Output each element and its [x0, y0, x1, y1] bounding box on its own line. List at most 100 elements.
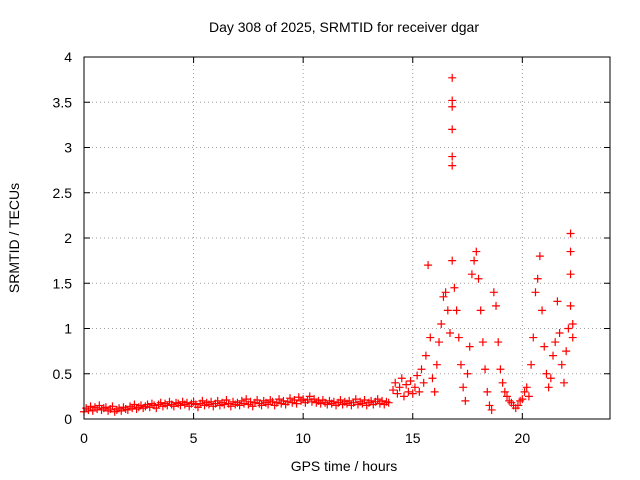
- data-point: [513, 401, 522, 410]
- data-point: [531, 288, 540, 297]
- data-point: [498, 378, 507, 387]
- y-tick-label: 3.5: [53, 94, 73, 110]
- data-point: [404, 387, 413, 396]
- data-point: [86, 402, 95, 411]
- data-point: [408, 389, 417, 398]
- data-point: [452, 306, 461, 315]
- data-point: [478, 338, 487, 347]
- data-point: [566, 247, 575, 256]
- data-point: [305, 392, 314, 401]
- data-point: [448, 256, 457, 265]
- data-point: [559, 378, 568, 387]
- data-point: [351, 395, 360, 404]
- data-point: [555, 329, 564, 338]
- data-point: [226, 402, 235, 411]
- data-point: [358, 399, 367, 408]
- y-tick-label: 0.5: [53, 366, 73, 382]
- data-point: [417, 365, 426, 374]
- data-point: [419, 378, 428, 387]
- data-point: [275, 395, 284, 404]
- data-point: [432, 360, 441, 369]
- data-point: [213, 396, 222, 405]
- data-point: [553, 297, 562, 306]
- data-point: [505, 396, 514, 405]
- data-point: [494, 338, 503, 347]
- data-point: [435, 338, 444, 347]
- data-point: [395, 383, 404, 392]
- data-point: [467, 270, 476, 279]
- y-tick-label: 4: [64, 49, 72, 65]
- scatter-points: [80, 73, 577, 416]
- data-point: [399, 392, 408, 401]
- data-point: [454, 333, 463, 342]
- data-point: [367, 396, 376, 405]
- data-point: [448, 125, 457, 134]
- data-point: [437, 319, 446, 328]
- data-point: [568, 333, 577, 342]
- data-point: [336, 395, 345, 404]
- data-point: [564, 324, 573, 333]
- x-tick-label: 5: [190, 430, 198, 446]
- data-point: [470, 256, 479, 265]
- data-point: [465, 342, 474, 351]
- data-point: [393, 389, 402, 398]
- data-point: [446, 329, 455, 338]
- data-point: [496, 365, 505, 374]
- data-point: [481, 365, 490, 374]
- data-point: [483, 387, 492, 396]
- data-point: [461, 396, 470, 405]
- data-point: [246, 397, 255, 406]
- data-point: [207, 397, 216, 406]
- data-point: [286, 394, 295, 403]
- data-point: [456, 360, 465, 369]
- data-point: [472, 247, 481, 256]
- data-point: [415, 387, 424, 396]
- data-point: [292, 399, 301, 408]
- data-point: [476, 306, 485, 315]
- data-point: [373, 395, 382, 404]
- data-point: [538, 306, 547, 315]
- data-point: [557, 360, 566, 369]
- data-point: [345, 396, 354, 405]
- data-point: [154, 400, 163, 409]
- data-point: [257, 401, 266, 410]
- x-tick-label: 20: [515, 430, 531, 446]
- data-point: [130, 400, 139, 409]
- data-point: [566, 270, 575, 279]
- data-point: [413, 371, 422, 380]
- data-point: [220, 400, 229, 409]
- data-point: [239, 399, 248, 408]
- data-point: [128, 404, 137, 413]
- data-point: [406, 376, 415, 385]
- data-point: [410, 383, 419, 392]
- data-point: [535, 252, 544, 261]
- data-point: [198, 396, 207, 405]
- data-point: [518, 395, 527, 404]
- y-tick-label: 3: [64, 140, 72, 156]
- data-point: [487, 405, 496, 414]
- data-point: [500, 387, 509, 396]
- data-point: [426, 333, 435, 342]
- data-point: [485, 401, 494, 410]
- x-tick-label: 10: [295, 430, 311, 446]
- x-tick-label: 0: [80, 430, 88, 446]
- data-point: [522, 383, 531, 392]
- x-axis-label: GPS time / hours: [291, 458, 398, 474]
- data-point: [542, 369, 551, 378]
- y-tick-label: 2: [64, 230, 72, 246]
- data-point: [520, 387, 529, 396]
- data-point: [264, 400, 273, 409]
- data-point: [544, 383, 553, 392]
- data-point: [384, 398, 393, 407]
- data-point: [492, 301, 501, 310]
- data-point: [421, 351, 430, 360]
- y-axis-label: SRMTID / TECUs: [6, 183, 22, 293]
- data-point: [566, 229, 575, 238]
- data-point: [448, 161, 457, 170]
- data-point: [516, 396, 525, 405]
- data-point: [474, 274, 483, 283]
- data-point: [448, 73, 457, 82]
- data-point: [524, 392, 533, 401]
- data-point: [551, 338, 560, 347]
- axis-ticks: 0 0.5 1 1.5 2 2.5 3 3.5 4 0 5 10 15 20: [53, 49, 610, 446]
